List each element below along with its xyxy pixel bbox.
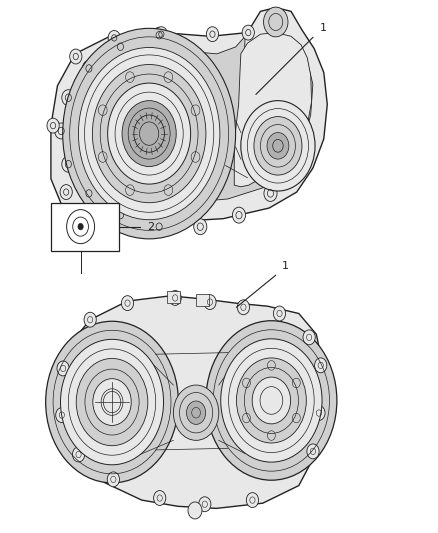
Circle shape [233,207,246,223]
Circle shape [241,101,315,191]
Bar [167,290,180,303]
Circle shape [242,25,254,40]
Circle shape [114,39,127,55]
Circle shape [307,444,319,459]
Circle shape [67,209,95,244]
Circle shape [134,115,164,152]
Circle shape [204,295,216,310]
Circle shape [107,472,120,487]
Text: 2: 2 [147,222,154,232]
Circle shape [57,361,69,376]
Circle shape [82,185,95,201]
Circle shape [246,492,258,507]
Circle shape [206,27,219,42]
Circle shape [63,28,236,239]
Circle shape [173,385,219,440]
Circle shape [264,7,288,37]
Circle shape [60,184,72,199]
Circle shape [56,408,68,423]
Circle shape [62,156,75,172]
Polygon shape [60,296,322,508]
Circle shape [303,330,315,345]
Circle shape [155,27,167,42]
Circle shape [62,90,75,106]
Circle shape [264,185,277,201]
Circle shape [188,502,202,519]
Circle shape [199,497,211,512]
Circle shape [273,306,286,321]
Polygon shape [51,7,327,225]
Circle shape [47,118,59,133]
Circle shape [237,358,306,443]
Circle shape [55,123,68,139]
Circle shape [114,207,127,223]
Circle shape [108,30,120,45]
Circle shape [252,377,290,424]
Circle shape [152,219,166,235]
Circle shape [314,358,327,373]
Circle shape [237,300,250,314]
Circle shape [78,47,220,220]
Circle shape [154,490,166,505]
Circle shape [46,321,178,483]
Circle shape [254,117,302,175]
Circle shape [152,27,166,43]
Circle shape [206,321,337,480]
Circle shape [82,60,95,76]
Circle shape [76,359,148,446]
Circle shape [84,312,96,327]
Circle shape [60,340,163,465]
Polygon shape [234,33,311,187]
Circle shape [121,296,134,311]
Circle shape [108,83,191,184]
Circle shape [92,64,206,203]
Circle shape [93,378,131,425]
Bar [196,294,209,306]
Circle shape [78,223,83,230]
Circle shape [267,133,289,159]
Circle shape [72,447,85,462]
Circle shape [187,401,206,424]
Circle shape [70,49,82,64]
Text: 1: 1 [319,22,326,33]
Circle shape [285,156,297,172]
Circle shape [221,339,322,462]
Circle shape [194,219,207,235]
Circle shape [169,290,181,305]
Text: 1: 1 [282,261,289,271]
Circle shape [122,101,176,166]
Circle shape [313,406,325,421]
Polygon shape [68,36,313,205]
Bar [51,203,119,251]
